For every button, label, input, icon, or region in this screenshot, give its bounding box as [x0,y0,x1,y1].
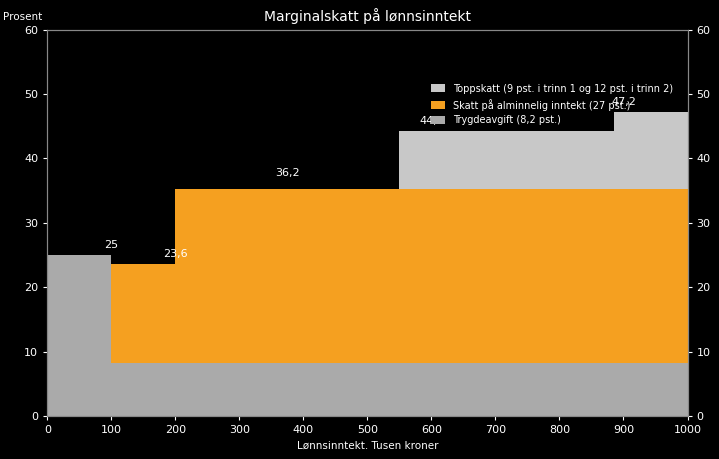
Bar [614,363,687,416]
Text: 25: 25 [104,240,119,250]
Bar [175,363,400,416]
Text: 36,2: 36,2 [275,168,300,178]
Bar [47,255,111,416]
Text: 44,2: 44,2 [419,116,444,126]
Bar [175,190,400,363]
Bar [614,190,687,363]
Bar [400,131,614,190]
Bar [614,112,687,190]
Bar [400,363,614,416]
Title: Marginalskatt på lønnsinntekt: Marginalskatt på lønnsinntekt [264,8,471,24]
Bar [400,190,614,363]
Bar [111,363,175,416]
Bar [111,264,175,363]
Legend: Toppskatt (9 pst. i trinn 1 og 12 pst. i trinn 2), Skatt på alminnelig inntekt (: Toppskatt (9 pst. i trinn 1 og 12 pst. i… [428,81,677,129]
Text: Prosent: Prosent [3,12,42,22]
Text: 23,6: 23,6 [163,249,188,259]
Text: 47,2: 47,2 [611,97,636,107]
X-axis label: Lønnsinntekt. Tusen kroner: Lønnsinntekt. Tusen kroner [297,441,438,451]
